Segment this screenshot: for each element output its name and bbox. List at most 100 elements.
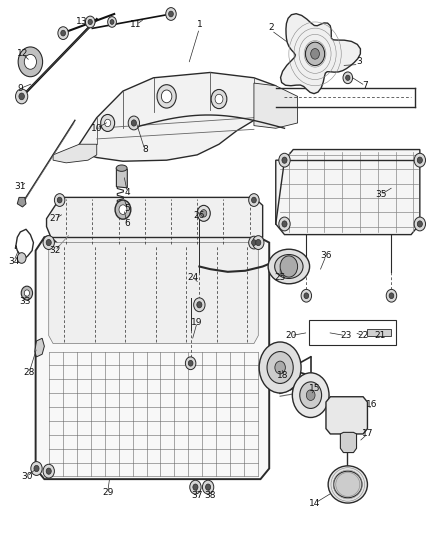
Circle shape [197, 205, 210, 221]
Circle shape [292, 373, 329, 417]
Circle shape [417, 221, 422, 227]
Text: 2: 2 [268, 23, 274, 32]
Text: 5: 5 [124, 204, 130, 213]
Circle shape [414, 217, 426, 231]
Ellipse shape [268, 249, 310, 284]
Circle shape [301, 289, 311, 302]
Text: 4: 4 [124, 188, 130, 197]
Circle shape [43, 236, 54, 249]
Circle shape [34, 465, 39, 472]
Circle shape [15, 89, 28, 104]
Text: 18: 18 [276, 371, 288, 380]
Ellipse shape [116, 165, 127, 171]
Polygon shape [326, 397, 367, 434]
Circle shape [343, 72, 353, 84]
Polygon shape [79, 72, 276, 161]
Circle shape [54, 193, 65, 206]
Circle shape [18, 47, 42, 77]
Polygon shape [49, 243, 258, 344]
Circle shape [282, 157, 287, 163]
Circle shape [316, 328, 323, 337]
Text: 13: 13 [76, 18, 87, 27]
Circle shape [334, 326, 344, 339]
Circle shape [305, 42, 325, 66]
Circle shape [105, 119, 111, 127]
Circle shape [110, 20, 114, 25]
Circle shape [169, 11, 173, 17]
Circle shape [17, 253, 26, 263]
Circle shape [279, 217, 290, 231]
Circle shape [414, 154, 426, 167]
Text: 9: 9 [18, 84, 23, 93]
Text: 3: 3 [356, 58, 362, 66]
Circle shape [251, 240, 256, 246]
Polygon shape [17, 197, 26, 207]
Text: 31: 31 [14, 182, 26, 191]
Circle shape [166, 7, 176, 20]
Circle shape [108, 17, 117, 27]
Circle shape [161, 90, 172, 103]
Text: 35: 35 [375, 190, 386, 199]
Text: 7: 7 [362, 81, 368, 90]
Text: 34: 34 [8, 257, 19, 265]
Text: 38: 38 [205, 490, 216, 499]
Text: 10: 10 [91, 124, 102, 133]
Text: 32: 32 [49, 246, 61, 255]
Bar [367, 329, 391, 336]
Ellipse shape [275, 255, 303, 278]
Circle shape [88, 19, 92, 25]
Ellipse shape [328, 466, 367, 503]
Circle shape [188, 360, 193, 366]
Text: 26: 26 [194, 212, 205, 221]
Circle shape [57, 197, 62, 203]
Text: 19: 19 [191, 318, 203, 327]
Circle shape [201, 209, 207, 217]
Circle shape [389, 293, 394, 298]
Polygon shape [281, 14, 360, 94]
Circle shape [119, 205, 127, 214]
Circle shape [346, 75, 350, 80]
Circle shape [61, 30, 66, 36]
Ellipse shape [334, 471, 362, 498]
Text: 24: 24 [187, 273, 198, 281]
Circle shape [311, 49, 319, 59]
Text: 6: 6 [124, 220, 130, 229]
Circle shape [197, 302, 202, 308]
Circle shape [194, 298, 205, 312]
Circle shape [43, 464, 54, 478]
Circle shape [304, 293, 309, 298]
Circle shape [253, 236, 264, 249]
Circle shape [202, 480, 214, 494]
Text: 21: 21 [375, 331, 386, 340]
Text: 14: 14 [309, 498, 321, 507]
Circle shape [417, 157, 422, 163]
Polygon shape [254, 83, 297, 128]
Text: 27: 27 [49, 214, 61, 223]
Bar [308, 320, 396, 345]
Text: 37: 37 [191, 490, 203, 499]
Circle shape [282, 221, 287, 227]
Circle shape [386, 289, 397, 302]
Text: 30: 30 [21, 472, 33, 481]
Text: 11: 11 [130, 20, 142, 29]
Text: 16: 16 [366, 400, 378, 409]
Circle shape [279, 154, 290, 167]
Text: 1: 1 [197, 20, 202, 29]
Circle shape [249, 236, 259, 249]
Circle shape [267, 352, 293, 383]
Text: 8: 8 [142, 145, 148, 154]
Circle shape [251, 197, 256, 203]
Circle shape [101, 115, 115, 132]
Text: 25: 25 [275, 273, 286, 281]
Circle shape [58, 27, 68, 39]
Circle shape [300, 382, 321, 408]
Circle shape [355, 326, 367, 340]
Circle shape [157, 85, 176, 108]
Circle shape [337, 330, 341, 335]
Circle shape [128, 116, 140, 130]
Circle shape [46, 239, 51, 246]
Text: 36: 36 [320, 252, 332, 260]
Polygon shape [340, 432, 357, 453]
Circle shape [31, 462, 42, 475]
Circle shape [115, 200, 131, 219]
